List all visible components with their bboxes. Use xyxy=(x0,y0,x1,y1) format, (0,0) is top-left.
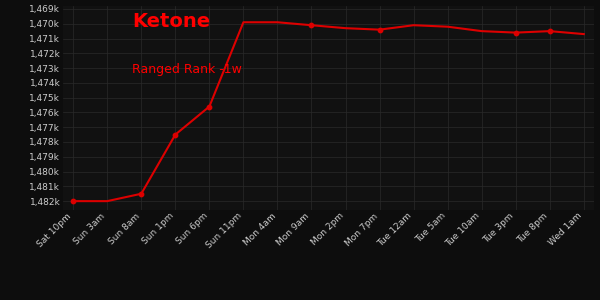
Point xyxy=(375,27,385,32)
Point xyxy=(307,23,316,28)
Point xyxy=(136,191,146,196)
Point xyxy=(68,199,78,203)
Point xyxy=(545,29,554,34)
Text: Ketone: Ketone xyxy=(132,12,210,31)
Point xyxy=(205,104,214,109)
Point xyxy=(511,30,521,35)
Text: Ranged Rank -1w: Ranged Rank -1w xyxy=(132,63,242,76)
Point xyxy=(170,132,180,137)
